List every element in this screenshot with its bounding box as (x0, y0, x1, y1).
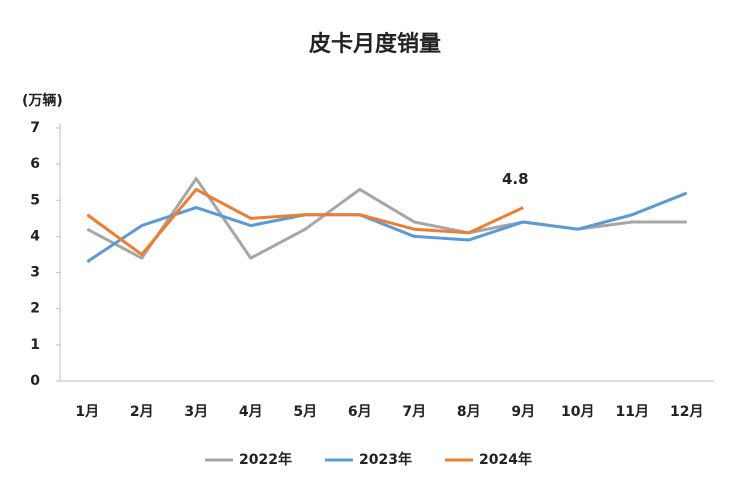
y-tick-label: 5 (30, 192, 40, 208)
legend-label: 2024年 (479, 451, 532, 468)
y-tick-label: 4 (30, 228, 40, 244)
series-line (86, 177, 687, 260)
legend-label: 2023年 (359, 451, 412, 468)
x-tick-label: 1月 (75, 404, 99, 420)
x-tick-label: 5月 (293, 404, 317, 420)
x-tick-label: 8月 (457, 404, 481, 420)
series-line (86, 191, 688, 263)
x-tick-label: 12月 (670, 404, 703, 420)
chart-title: 皮卡月度销量 (309, 31, 441, 57)
x-tick-label: 3月 (184, 404, 208, 420)
x-tick-label: 11月 (616, 404, 649, 420)
y-axis-label: (万辆) (22, 92, 63, 109)
x-tick-label: 9月 (511, 404, 535, 420)
x-tick-label: 10月 (561, 404, 594, 420)
y-tick-label: 6 (30, 156, 40, 172)
data-label: 4.8 (502, 170, 529, 188)
y-tick-label: 7 (30, 120, 40, 136)
x-tick-label: 7月 (402, 404, 426, 420)
series-line (86, 187, 524, 256)
y-tick-label: 2 (30, 301, 40, 317)
y-tick-label: 3 (30, 265, 40, 281)
y-tick-label: 0 (30, 373, 40, 389)
x-tick-label: 6月 (348, 404, 372, 420)
legend-label: 2022年 (239, 451, 292, 468)
y-tick-label: 1 (30, 337, 40, 353)
x-tick-label: 2月 (130, 404, 154, 420)
x-tick-label: 4月 (239, 404, 263, 420)
